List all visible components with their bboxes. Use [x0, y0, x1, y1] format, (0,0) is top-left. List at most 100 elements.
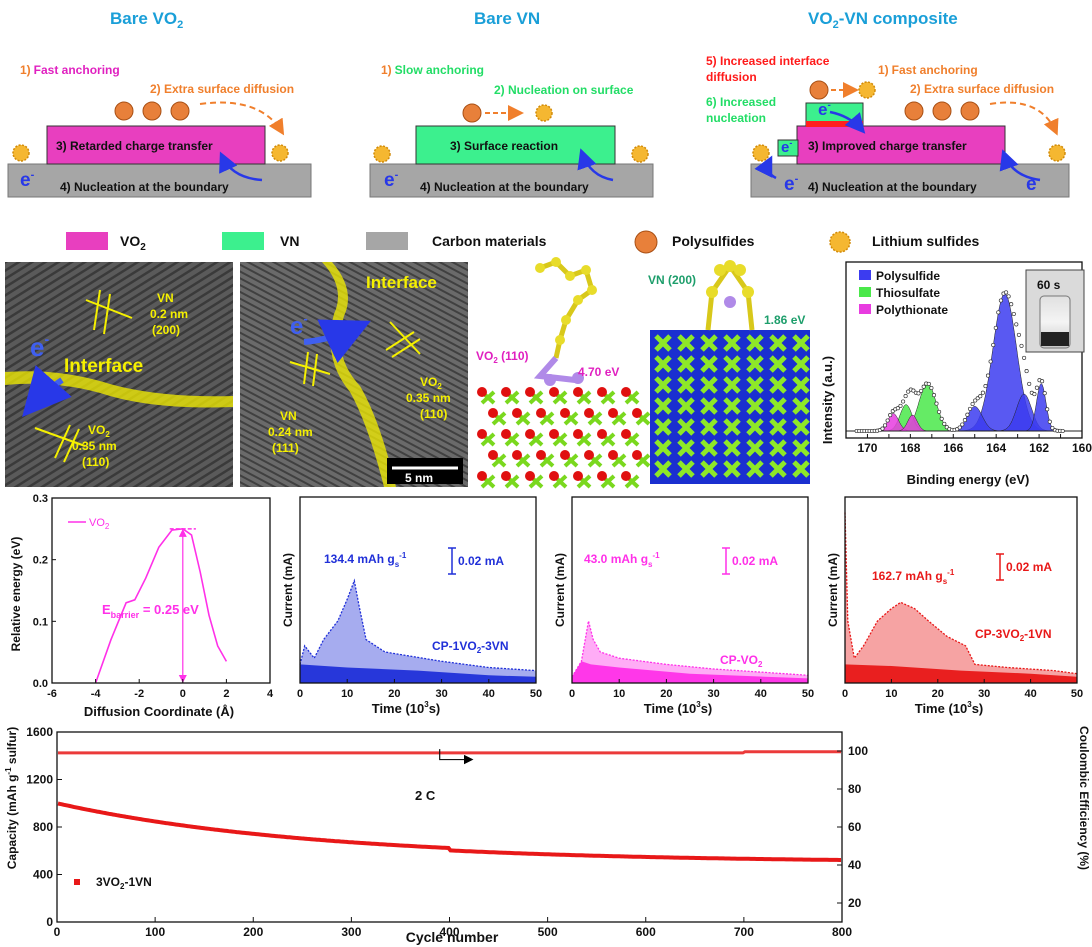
tem1-electron-symbol: e- [30, 331, 49, 362]
chrono-ylabel: Current (mA) [281, 553, 295, 627]
chrono-xtick-label: 0 [297, 688, 303, 700]
electron-symbol: e- [818, 100, 831, 119]
xps-data-point [973, 398, 978, 403]
xps-data-point [1040, 379, 1045, 384]
chrono-xtick-label: 10 [885, 688, 897, 700]
bond [654, 397, 672, 415]
cycling-ytick-right-label: 20 [848, 896, 862, 910]
chrono-xtick-label: 30 [978, 688, 990, 700]
barrier-chart: 0.0 0.1 0.2 0.3 -6 -4 -2 0 2 4 Relative energy (e… [9, 493, 274, 719]
chrono-scale-label: 0.02 mA [732, 554, 778, 568]
xps-data-point [906, 389, 911, 394]
tem-image-2: Interface e- VO2 0.35 nm (110) VN 0.24 n… [240, 262, 468, 487]
barrier-xtick-label: -2 [134, 688, 144, 700]
xps-data-point [901, 399, 906, 404]
cycling-xtick-label: 400 [439, 925, 459, 939]
lithium-sulfide-icon [373, 145, 391, 163]
oxygen-atom [549, 387, 559, 397]
step1-slow-anchoring: 1) Slow anchoring [381, 63, 484, 77]
xps-data-point [988, 359, 993, 364]
cycling-rate-label: 2 C [415, 788, 436, 803]
tem2-vn-spacing: 0.24 nm [268, 425, 313, 439]
bond [654, 334, 672, 352]
cycling-xtick-label: 200 [243, 925, 263, 939]
xlabel-sup: 3 [967, 700, 972, 709]
xps-tick-label: 164 [986, 441, 1006, 455]
xps-data-point [898, 403, 903, 408]
tem2-vo2-spacing: 0.35 nm [406, 391, 451, 405]
oxygen-atom [608, 450, 618, 460]
bond [504, 432, 520, 447]
xps-data-point [957, 425, 962, 430]
cycling-legend-marker [74, 879, 80, 885]
oxygen-atom [536, 408, 546, 418]
xps-tick-label: 162 [1029, 441, 1049, 455]
barrier-legend: VO2 [89, 517, 110, 531]
bond [677, 355, 695, 373]
cycling-xtick-label: 500 [538, 925, 558, 939]
sulfur-atom [742, 286, 754, 298]
lithium-sulfide-icon [1048, 144, 1066, 162]
xps-legend-thiosulfate: Thiosulfate [876, 286, 940, 300]
oxygen-atom [632, 408, 642, 418]
xlabel-tail: s) [429, 701, 441, 716]
step2-surface-diffusion: 2) Extra surface diffusion [910, 82, 1054, 96]
legend-swatch-vn [222, 232, 264, 250]
polysulfide-icon [932, 101, 952, 121]
electron-arrow [999, 149, 1041, 182]
bond [723, 376, 741, 394]
step6-label: 6) Increased [706, 95, 776, 109]
cycling-xtick-label: 600 [636, 925, 656, 939]
carbon-substrate [369, 163, 654, 198]
bond [552, 432, 568, 447]
xps-data-point [991, 342, 996, 348]
legend-icon-lithium-sulfide [829, 231, 851, 253]
bond [700, 439, 718, 457]
sulfur-atom [724, 260, 736, 272]
baseline-area [845, 664, 1077, 683]
bond [491, 411, 507, 426]
xps-data-point [1022, 355, 1027, 360]
tem1-vo2-spacing: 0.35 nm [72, 439, 117, 453]
polysulfide-icon [960, 101, 980, 121]
bond [515, 453, 531, 468]
sulfur-atom [573, 295, 583, 305]
xps-data-point [1027, 381, 1032, 386]
oxygen-atom [488, 408, 498, 418]
xlabel-sup: 3 [424, 700, 429, 709]
oxygen-atom [512, 408, 522, 418]
oxygen-atom [536, 450, 546, 460]
barrier-curve [94, 527, 228, 684]
bond [576, 432, 592, 447]
xps-data-point [1009, 302, 1014, 307]
dft-vo2-binding-energy: 4.70 eV [578, 365, 619, 379]
chrono-xtick-label: 20 [660, 688, 672, 700]
legend-label-carbon: Carbon materials [432, 233, 547, 249]
diffusion-arrow [989, 101, 1059, 136]
cycling-ylabel-right: Coulombic Efficiency (%) [1077, 726, 1091, 870]
current-curve [844, 512, 1078, 675]
oxygen-atom [525, 429, 535, 439]
chrono-capacity-label: 43.0 mAh gs-1 [584, 551, 660, 569]
oxygen-atom [573, 471, 583, 481]
bond [677, 397, 695, 415]
xps-data-point [980, 390, 985, 395]
xlabel-base: Time (10 [644, 701, 697, 716]
xps-data-point [1034, 385, 1039, 390]
cycling-ytick-left-label: 800 [33, 820, 53, 834]
legend-label-lithium-sulfides: Lithium sulfides [872, 233, 980, 249]
cycling-ytick-left-label: 400 [33, 868, 53, 882]
tem-image-1: VN 0.2 nm (200) Interface e- VO2 0.35 nm… [5, 262, 233, 487]
xps-tick-label: 170 [857, 441, 877, 455]
spacing-marker [54, 424, 71, 459]
polysulfide-icon [462, 103, 482, 123]
chrono-xtick-label: 40 [755, 688, 767, 700]
dft-vn-structure: VN (200) 1.86 eV [648, 260, 810, 484]
bond [611, 411, 627, 426]
xps-data-point [962, 418, 967, 423]
xps-legend-polythionate: Polythionate [876, 303, 948, 317]
spacing-marker [303, 351, 309, 385]
bond [746, 418, 764, 436]
